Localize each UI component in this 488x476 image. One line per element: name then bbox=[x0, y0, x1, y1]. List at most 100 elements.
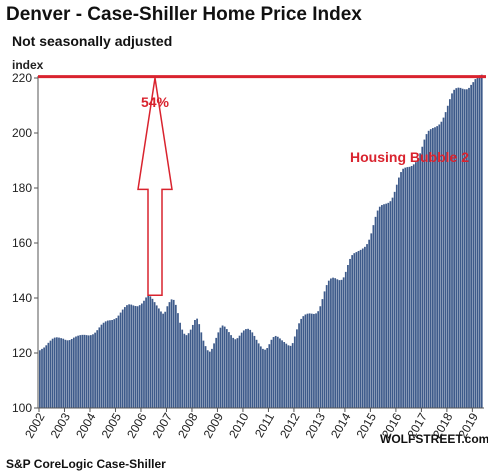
bar bbox=[202, 340, 205, 409]
bar bbox=[389, 201, 392, 408]
y-tick-label: 200 bbox=[12, 126, 32, 140]
bar bbox=[315, 313, 317, 408]
bar bbox=[77, 335, 79, 408]
bar bbox=[466, 89, 468, 409]
bar bbox=[334, 278, 337, 408]
bar bbox=[313, 313, 315, 408]
bar bbox=[143, 300, 145, 408]
bar bbox=[128, 304, 130, 408]
bar bbox=[66, 340, 69, 408]
bar bbox=[342, 277, 345, 409]
bar bbox=[374, 216, 377, 408]
bar bbox=[395, 184, 398, 408]
y-axis-label: index bbox=[12, 58, 44, 72]
chart-title: Denver - Case-Shiller Home Price Index bbox=[6, 4, 362, 25]
bar bbox=[166, 306, 169, 408]
bar bbox=[347, 265, 349, 408]
bar bbox=[419, 153, 422, 408]
bar bbox=[89, 335, 92, 409]
bar bbox=[412, 164, 415, 408]
bar bbox=[308, 313, 311, 408]
bar bbox=[298, 323, 300, 408]
bar bbox=[332, 277, 334, 408]
bar bbox=[75, 336, 77, 408]
bar bbox=[274, 335, 277, 408]
bar bbox=[404, 167, 407, 408]
bar bbox=[281, 340, 283, 408]
bar bbox=[291, 343, 294, 408]
bar bbox=[49, 340, 52, 409]
y-tick-label: 160 bbox=[12, 236, 32, 250]
bar bbox=[200, 332, 203, 409]
bar bbox=[268, 344, 271, 408]
x-tick-label: 2007 bbox=[150, 410, 176, 440]
bar bbox=[187, 333, 190, 408]
bar bbox=[198, 324, 201, 409]
bar bbox=[217, 332, 220, 409]
bar bbox=[223, 326, 226, 408]
bar bbox=[415, 162, 417, 408]
bar bbox=[140, 303, 143, 408]
bar bbox=[208, 351, 211, 409]
bar bbox=[372, 225, 375, 409]
bar bbox=[85, 335, 88, 409]
bar bbox=[393, 191, 396, 408]
bar bbox=[432, 128, 434, 409]
bar bbox=[230, 335, 232, 409]
bar bbox=[423, 139, 426, 408]
bar bbox=[228, 332, 230, 408]
bar bbox=[162, 313, 164, 408]
bar bbox=[43, 347, 45, 408]
bar bbox=[383, 204, 385, 408]
bar bbox=[293, 336, 296, 408]
bubble-label: Housing Bubble 2 bbox=[350, 149, 469, 165]
watermark: WOLFSTREET.com bbox=[380, 432, 488, 446]
bar bbox=[225, 329, 228, 408]
bar bbox=[340, 279, 343, 408]
bar bbox=[434, 127, 436, 408]
bar bbox=[242, 330, 245, 408]
bar bbox=[113, 319, 116, 408]
bar bbox=[270, 339, 273, 408]
bar bbox=[94, 332, 96, 408]
bar bbox=[438, 124, 441, 408]
bar bbox=[160, 311, 162, 408]
bar bbox=[130, 304, 133, 408]
bar bbox=[283, 342, 286, 408]
bar bbox=[474, 79, 477, 408]
bar bbox=[385, 203, 388, 408]
bar bbox=[247, 328, 249, 408]
y-tick-label: 120 bbox=[12, 346, 32, 360]
bar bbox=[72, 337, 75, 408]
bar bbox=[325, 285, 328, 408]
bar bbox=[323, 291, 326, 408]
chart-subtitle: Not seasonally adjusted bbox=[12, 33, 173, 49]
bar bbox=[232, 337, 235, 409]
bar bbox=[170, 299, 173, 409]
bar bbox=[238, 335, 241, 408]
bar bbox=[117, 315, 120, 408]
x-tick-label: 2014 bbox=[328, 410, 354, 440]
x-tick-label: 2015 bbox=[354, 410, 380, 440]
bar bbox=[255, 339, 258, 408]
bar bbox=[221, 325, 224, 408]
bar bbox=[104, 321, 107, 409]
bar bbox=[468, 87, 470, 409]
bar bbox=[206, 350, 209, 408]
x-tick-label: 2006 bbox=[124, 410, 150, 440]
bar bbox=[240, 332, 243, 408]
bar bbox=[257, 343, 260, 409]
bar bbox=[168, 302, 171, 409]
bar bbox=[236, 338, 239, 408]
bar bbox=[109, 320, 111, 408]
bar bbox=[451, 93, 453, 409]
bar bbox=[177, 313, 179, 409]
bar bbox=[472, 82, 475, 409]
bar bbox=[181, 329, 184, 409]
bar bbox=[400, 172, 402, 408]
bar bbox=[370, 233, 373, 409]
bar bbox=[436, 126, 438, 409]
bar bbox=[219, 327, 222, 408]
bar bbox=[453, 89, 455, 408]
bar bbox=[83, 334, 86, 408]
